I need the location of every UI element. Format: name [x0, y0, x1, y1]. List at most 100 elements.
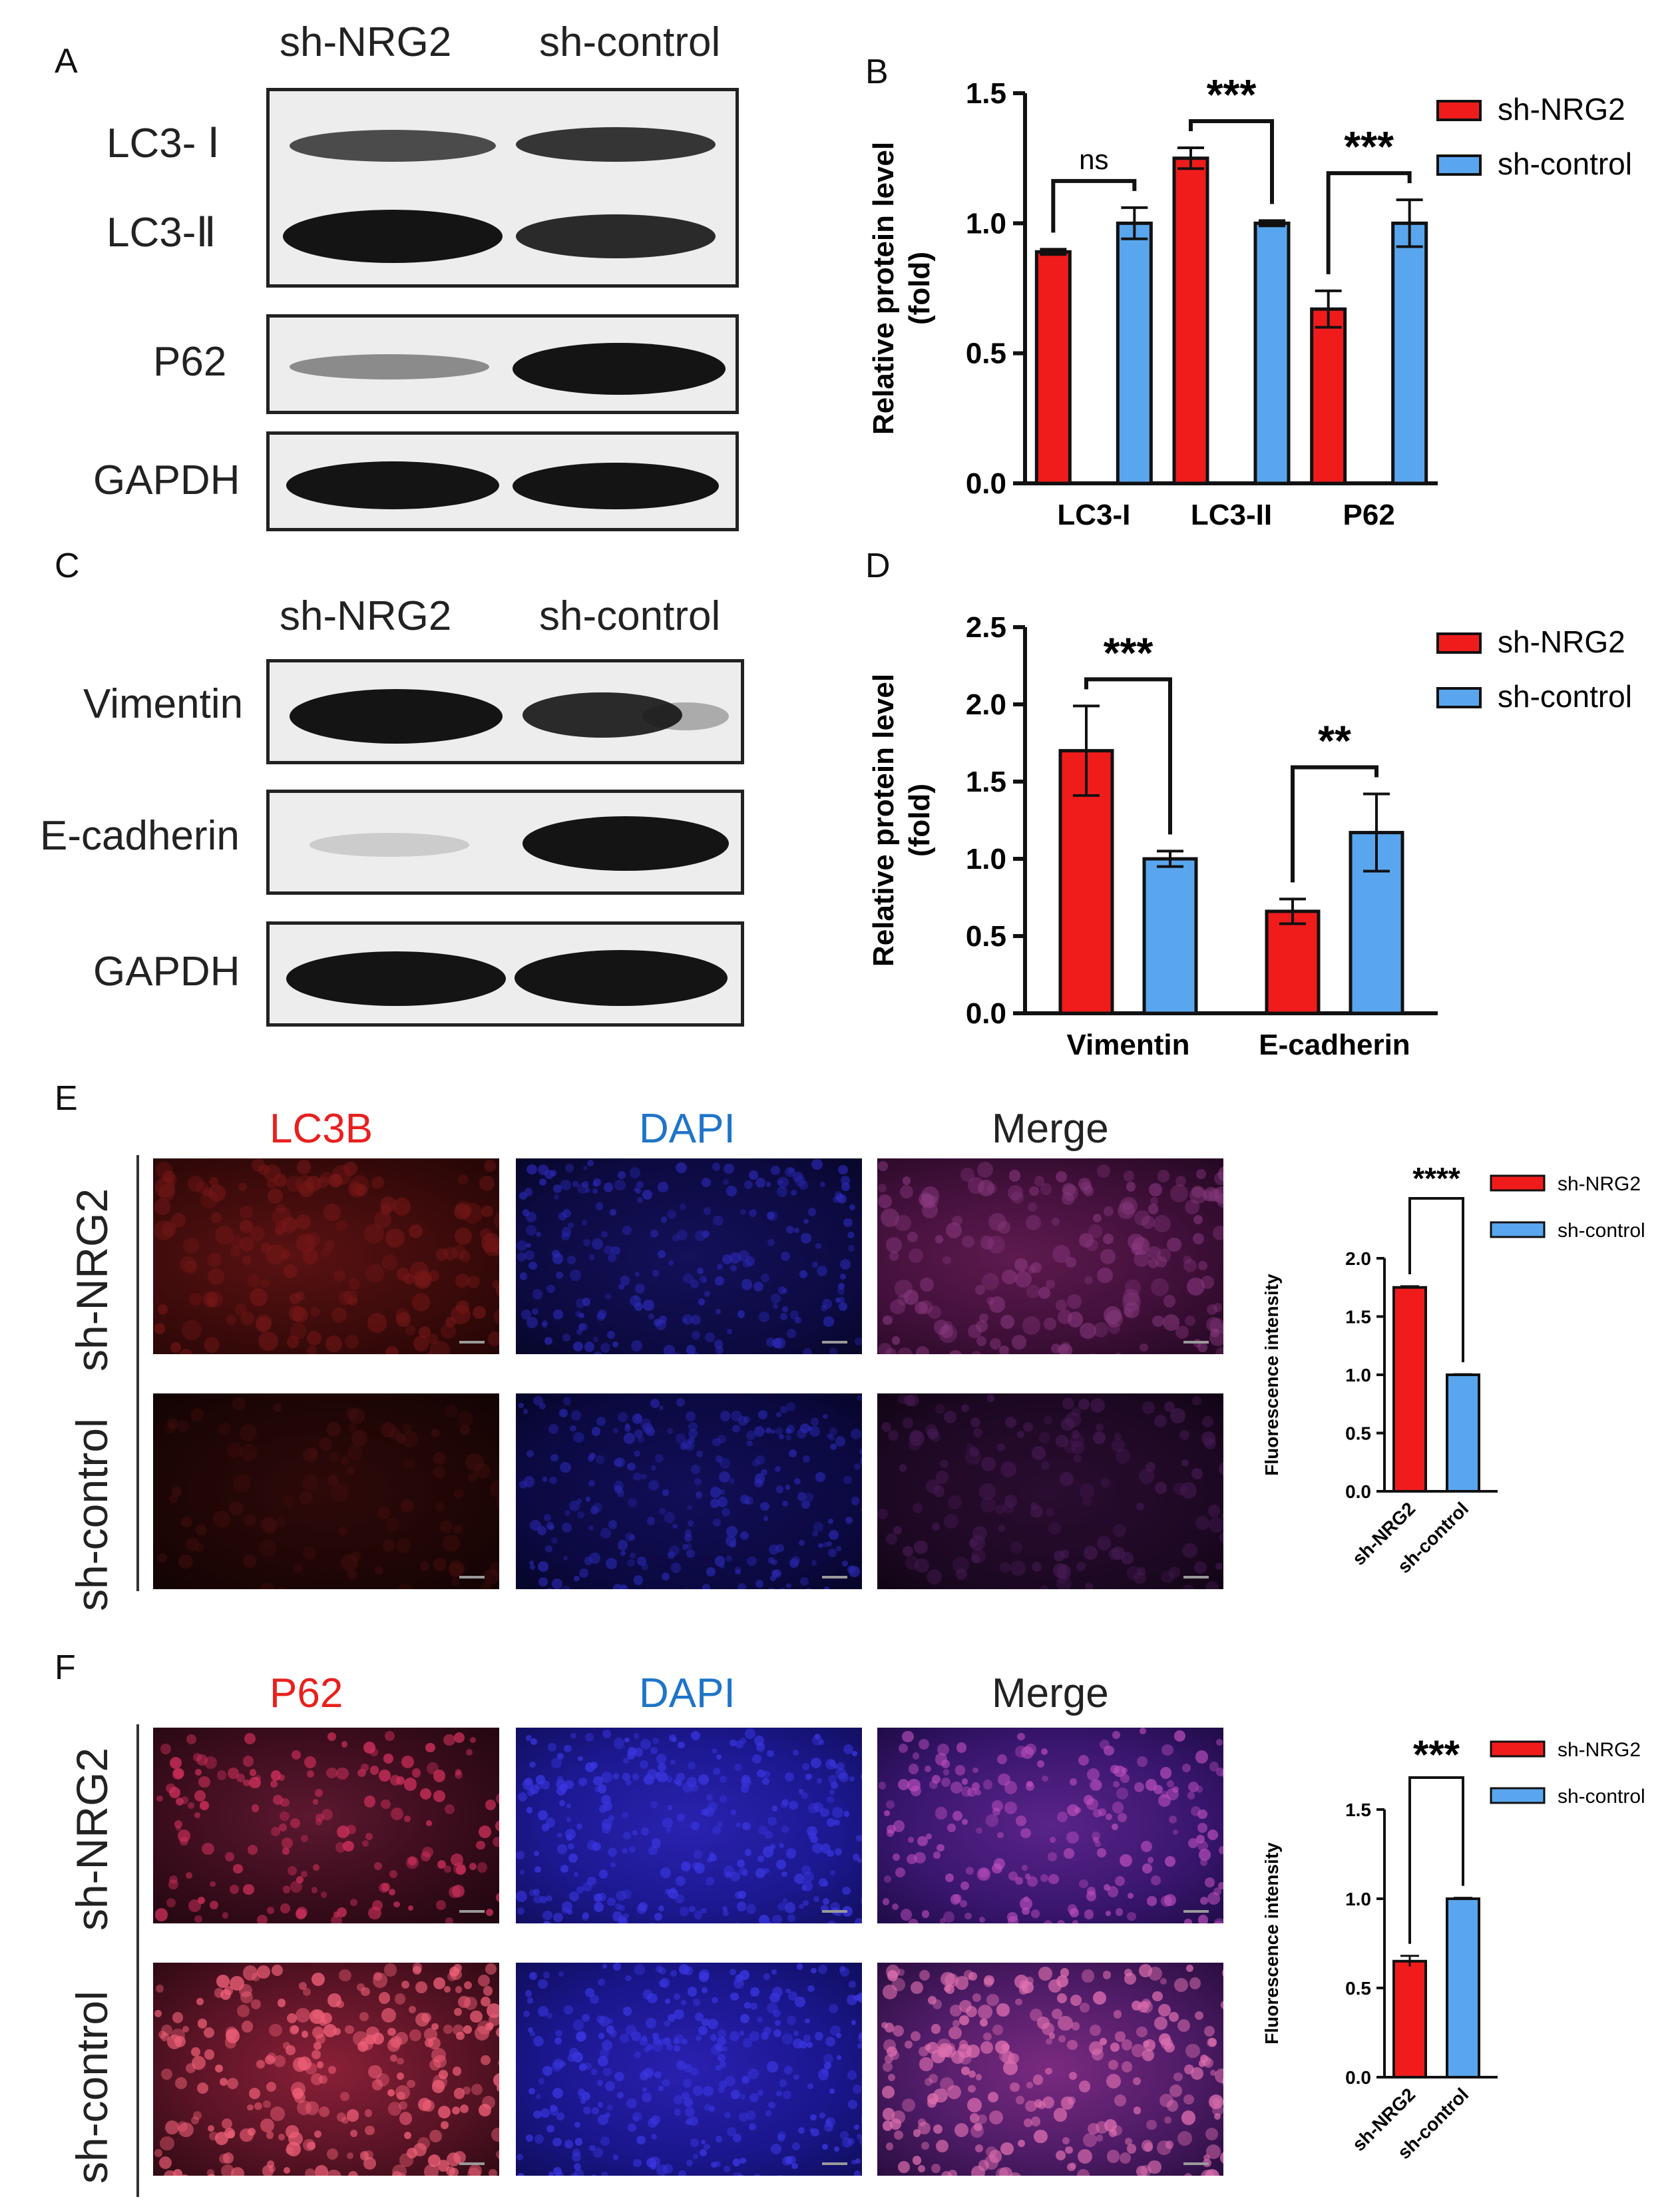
cell-spot [849, 1981, 856, 1988]
f-channel-dapi: DAPI [639, 1670, 735, 1716]
cell-spot [730, 1252, 741, 1264]
cell-spot [1030, 1502, 1038, 1510]
cell-spot [664, 2020, 670, 2027]
cell-spot [807, 1826, 817, 1837]
cell-spot [1105, 1910, 1112, 1917]
cell-spot [693, 2086, 703, 2096]
cell-spot [1022, 1316, 1041, 1335]
cell-spot [300, 1871, 308, 1878]
cell-spot [480, 1228, 492, 1240]
cell-spot [629, 1167, 641, 1179]
cell-spot [760, 2032, 769, 2041]
blot-label-p62: P62 [153, 339, 227, 385]
cell-spot [306, 1232, 320, 1247]
legend-swatch [1436, 154, 1482, 176]
cell-spot [480, 1582, 492, 1589]
cell-spot [557, 1776, 563, 1782]
cell-spot [652, 1270, 660, 1277]
cell-spot [1058, 1309, 1073, 1324]
cell-spot [1146, 2119, 1157, 2130]
cell-spot [614, 1179, 626, 1191]
cell-spot [1140, 1343, 1148, 1351]
cell-spot [543, 1513, 552, 1521]
cell-spot [444, 1405, 458, 1418]
cell-spot [931, 1522, 940, 1531]
cell-spot [453, 1525, 463, 1535]
cell-spot [729, 1968, 737, 1976]
cell-spot [266, 2160, 274, 2168]
cell-spot [1188, 1782, 1199, 1793]
cell-spot [1071, 1407, 1081, 1417]
cell-spot [878, 1342, 893, 1354]
cell-spot [1213, 2098, 1221, 2106]
cell-spot [968, 2070, 976, 2078]
cell-spot [444, 1865, 452, 1873]
cell-spot [429, 1340, 450, 1354]
cell-spot [451, 1577, 460, 1586]
cell-spot [546, 1284, 555, 1293]
cell-spot [730, 1265, 737, 1272]
cell-spot [164, 2170, 177, 2176]
cell-spot [813, 1802, 824, 1813]
cell-spot [1192, 1232, 1205, 1244]
band [515, 950, 728, 1006]
cell-spot [1061, 1417, 1074, 1431]
cell-spot [716, 2136, 722, 2142]
cell-spot [481, 1233, 499, 1253]
cell-spot [314, 2042, 321, 2051]
cell-spot [589, 2144, 596, 2152]
cell-spot [1000, 1314, 1015, 1329]
cell-spot [1048, 1979, 1062, 1993]
cell-spot [727, 1329, 732, 1335]
cell-spot [757, 2090, 763, 2096]
cell-spot [592, 1188, 598, 1194]
cell-spot [678, 1741, 685, 1749]
band [516, 214, 716, 258]
cell-spot [595, 1202, 604, 1211]
cell-spot [1104, 2118, 1117, 2132]
cell-spot [606, 1558, 617, 1569]
cell-spot [794, 1477, 801, 1485]
cell-spot [730, 1992, 739, 2001]
cell-spot [704, 1807, 715, 1818]
cell-spot [720, 2061, 727, 2069]
cell-spot [837, 1287, 845, 1296]
cell-spot [763, 1973, 770, 1980]
cell-spot [1173, 1482, 1186, 1495]
cell-spot [683, 1273, 694, 1284]
cell-spot [188, 1899, 201, 1912]
cell-spot [678, 2170, 687, 2176]
cell-spot [258, 1164, 270, 1176]
cell-spot [1185, 1200, 1199, 1214]
cell-spot [244, 1732, 256, 1744]
cell-spot [262, 2165, 274, 2176]
cell-spot [1137, 1567, 1146, 1576]
cell-spot [852, 1750, 858, 1756]
e-divider [136, 1155, 139, 1591]
cell-spot [597, 2079, 604, 2086]
cell-spot [491, 1280, 499, 1290]
cell-spot [1201, 1431, 1216, 1446]
cell-spot [255, 1774, 262, 1782]
cell-spot [1056, 1575, 1072, 1589]
cell-spot [897, 1969, 905, 1976]
cell-spot [780, 1406, 787, 1413]
cell-spot [811, 1417, 819, 1426]
cell-spot [1088, 2122, 1100, 2134]
cell-spot [976, 2114, 987, 2124]
cell-spot [229, 1501, 244, 1516]
cell-spot [280, 1811, 290, 1821]
cell-spot [160, 2136, 174, 2151]
cell-spot [720, 1563, 725, 1569]
cell-spot [573, 1871, 579, 1877]
cell-spot [1004, 1495, 1018, 1508]
cell-spot [154, 1198, 171, 1215]
cell-spot [1008, 2172, 1022, 2176]
cell-spot [1027, 1875, 1038, 1887]
cell-spot [1071, 1430, 1080, 1439]
cell-spot [828, 1530, 839, 1541]
cell-spot [1017, 1430, 1025, 1438]
cell-spot [1091, 1779, 1102, 1790]
cell-spot [847, 1565, 855, 1574]
cell-spot [784, 1902, 796, 1914]
